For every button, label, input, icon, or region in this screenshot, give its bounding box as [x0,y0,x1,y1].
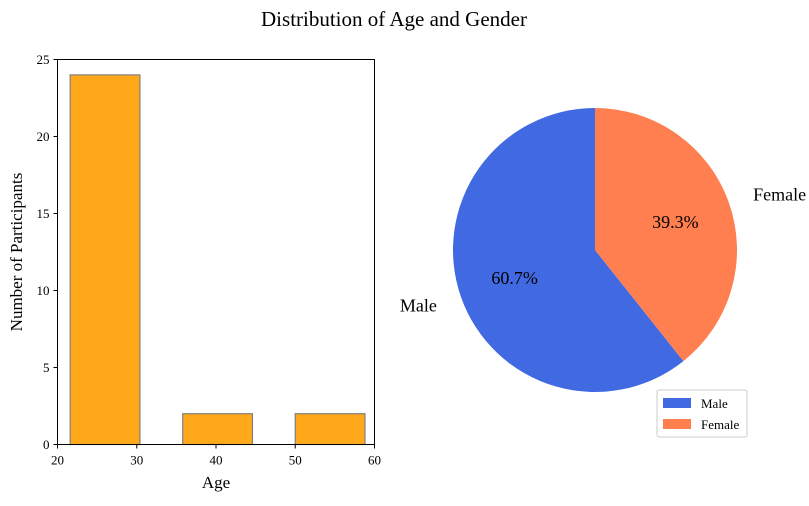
pie-chart: Male 60.7% Female 39.3% Male Female [400,108,806,438]
legend-label-female: Female [701,417,739,432]
y-tick-label: 20 [37,129,50,144]
y-tick-label: 0 [43,437,50,452]
pie-percent-female: 39.3% [652,212,699,232]
figure-title: Distribution of Age and Gender [261,7,527,31]
y-axis-label: Number of Participants [7,173,26,332]
pie-slice-female [595,108,737,362]
legend-swatch-female [663,419,691,429]
histogram-bar-3 [294,413,366,446]
y-tick-label: 10 [37,283,50,298]
legend: Male Female [656,389,748,438]
pie-slice-male [453,108,684,392]
x-tick-label: 30 [130,453,143,468]
x-axis-label: Age [202,473,230,492]
pie-slices [453,108,737,392]
histogram-chart: 20 30 40 50 60 0 5 10 15 20 25 Age Number of Part… [7,52,381,492]
pie-labels: Male 60.7% Female 39.3% [400,185,806,316]
x-tick-label: 60 [368,453,381,468]
legend-label-male: Male [701,396,728,411]
legend-swatch-male [663,398,691,408]
y-tick-label: 5 [43,360,50,375]
x-tick-label: 20 [51,453,64,468]
pie-percent-male: 60.7% [491,268,538,288]
x-ticks: 20 30 40 50 60 [51,444,381,468]
x-tick-label: 50 [289,453,302,468]
pie-label-female: Female [753,185,806,205]
pie-label-male: Male [400,295,437,315]
y-ticks: 0 5 10 15 20 25 [37,52,58,452]
y-tick-label: 25 [37,52,50,67]
histogram-bar-2 [182,413,254,446]
histogram-bar-1 [69,74,141,446]
histogram-bars [69,74,366,446]
y-tick-label: 15 [37,206,50,221]
x-tick-label: 40 [210,453,223,468]
